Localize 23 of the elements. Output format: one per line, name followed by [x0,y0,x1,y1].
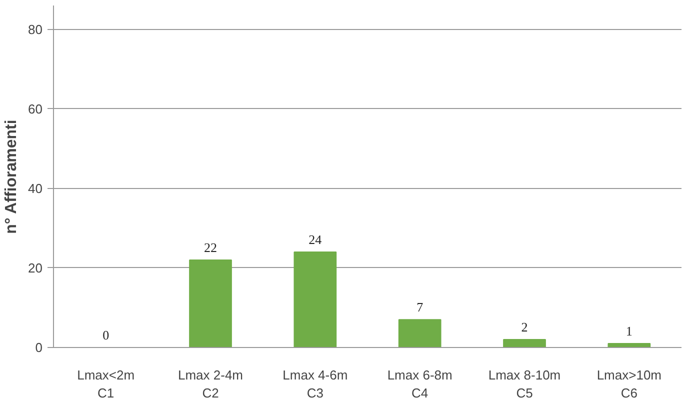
x-tick-label: Lmax 8-10m C5 [488,368,561,400]
data-label: 2 [521,320,528,335]
x-tick-label: Lmax 6-8m C4 [387,368,452,400]
bar [608,343,651,348]
bar [503,339,546,348]
data-label: 7 [416,300,424,315]
x-tick-label: Lmax 4-6m C3 [282,368,348,400]
data-label: 24 [308,232,322,248]
y-axis-title: n° Affioramenti [3,120,20,234]
data-label: 22 [204,240,217,256]
y-tick-label: 40 [28,180,43,196]
data-label: 0 [102,328,110,342]
x-tick-label: Lmax<2m C1 [77,368,135,400]
bar [294,252,337,348]
bar [398,319,442,348]
y-tick-label: 60 [28,101,43,116]
y-tick-label: 20 [28,260,43,276]
data-label: 1 [626,324,632,339]
y-tick-label: 0 [35,340,43,355]
bar [189,260,232,348]
y-tick-label: 80 [28,22,43,37]
x-tick-label: Lmax 2-4m C2 [178,368,244,400]
x-tick-label: Lmax>10m C6 [596,368,662,400]
